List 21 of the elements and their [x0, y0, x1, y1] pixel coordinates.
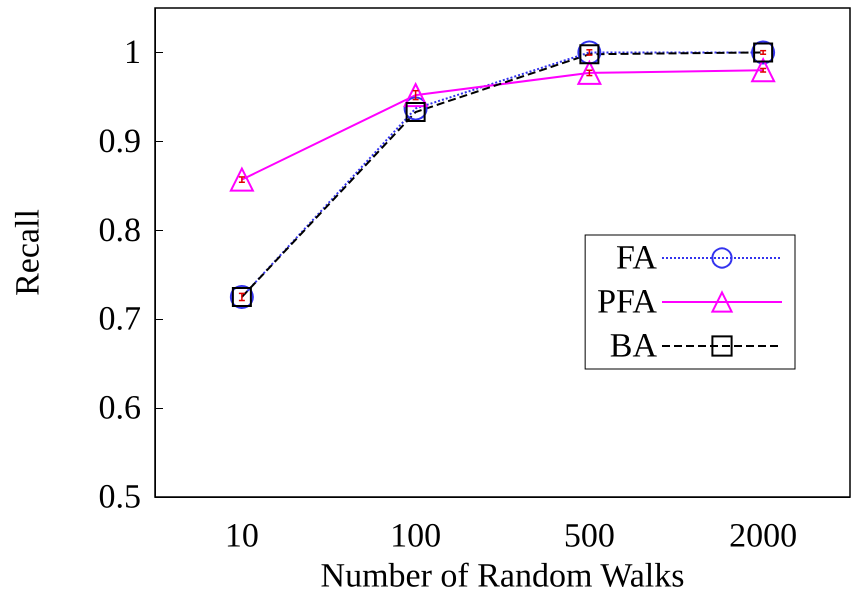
x-tick-label: 10 [224, 518, 259, 554]
y-tick-label: 0.8 [98, 212, 141, 249]
y-tick-label: 0.6 [98, 390, 141, 427]
point [404, 83, 428, 108]
point [577, 40, 602, 64]
legend-label: BA [610, 328, 658, 364]
x-axis-title: Number of Random Walks [320, 558, 684, 594]
x-tick-label: 500 [564, 518, 615, 554]
point [230, 168, 254, 192]
x-tick-label: 100 [390, 518, 442, 554]
x-tick-label: 2000 [729, 518, 798, 554]
legend-label: PFA [597, 284, 658, 320]
point [577, 60, 602, 85]
y-tick-label: 0.5 [98, 478, 141, 516]
y-tick-label: 0.9 [98, 122, 141, 160]
point [404, 96, 428, 120]
point [751, 58, 776, 82]
y-tick-label: 0.7 [98, 300, 141, 338]
legend-label: FA [616, 240, 658, 276]
y-tick-label: 1 [124, 34, 141, 71]
y-axis-title: Recall [10, 209, 46, 296]
